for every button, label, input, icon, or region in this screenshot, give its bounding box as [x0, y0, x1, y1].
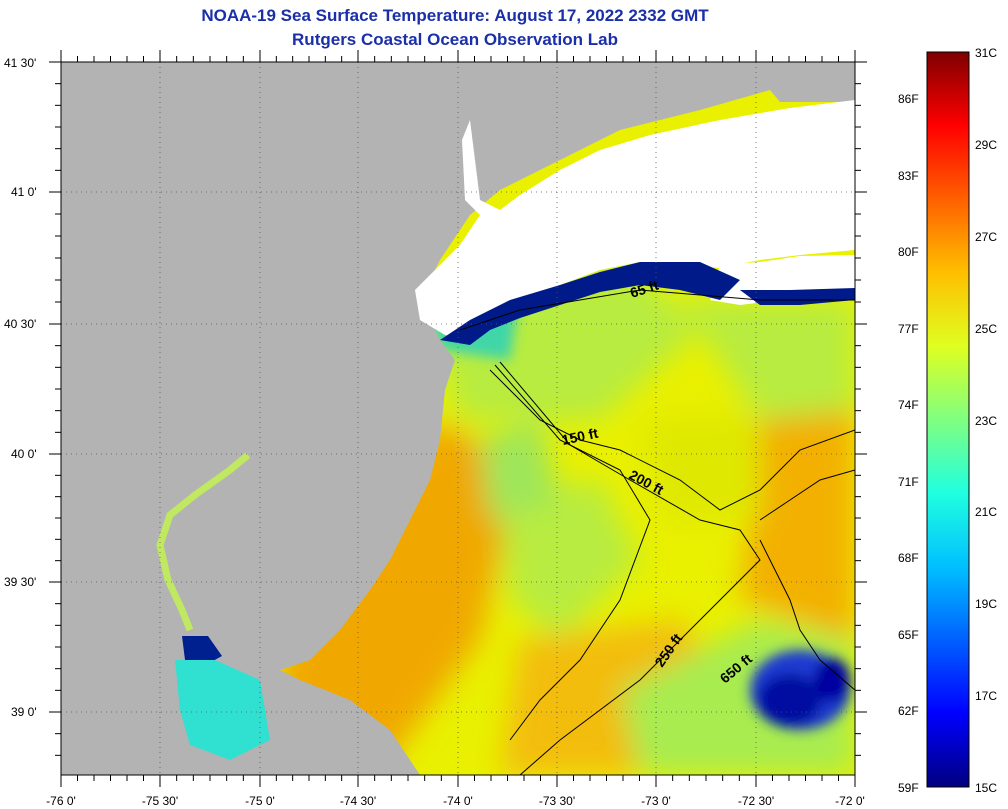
map-subtitle: Rutgers Coastal Ocean Observation Lab	[292, 30, 618, 49]
longitude-labels: -76 0' -75 30' -75 0' -74 30' -74 0' -73…	[46, 794, 865, 808]
cloud-land-ny	[415, 100, 855, 340]
lon-label: -72 30'	[738, 794, 774, 808]
delaware-bay	[175, 660, 270, 760]
nearshore-cold-band	[440, 262, 740, 345]
colorbar-f-label: 80F	[898, 245, 919, 259]
colorbar	[926, 51, 970, 788]
lon-label: -75 0'	[245, 794, 275, 808]
lon-label: -75 30'	[142, 794, 178, 808]
colorbar-c-label: 27C	[975, 230, 997, 244]
colorbar-c-label: 21C	[975, 505, 997, 519]
latitude-labels: 41 30' 41 0' 40 30' 40 0' 39 30' 39 0'	[4, 56, 37, 719]
map-panel: 65 ft 150 ft 200 ft 250 ft 650 ft	[61, 62, 855, 775]
colorbar-f-label: 83F	[898, 169, 919, 183]
map-title: NOAA-19 Sea Surface Temperature: August …	[201, 6, 709, 25]
axis-ticks	[49, 50, 867, 787]
lat-label: 40 0'	[11, 447, 37, 461]
bathymetry-contours	[459, 289, 855, 775]
delaware-river	[156, 452, 251, 632]
nearshore-cold-band-2	[740, 288, 855, 305]
colorbar-f-label: 77F	[898, 322, 919, 336]
colorbar-f-label: 59F	[898, 781, 919, 795]
lat-label: 41 0'	[11, 185, 37, 199]
lat-label: 41 30'	[4, 56, 36, 70]
colorbar-c-label: 19C	[975, 597, 997, 611]
colorbar-f-label: 86F	[898, 92, 919, 106]
colorbar-f-label: 71F	[898, 475, 919, 489]
lat-label: 40 30'	[4, 317, 36, 331]
colorbar-f-label: 62F	[898, 704, 919, 718]
colorbar-c-label: 25C	[975, 322, 997, 336]
colorbar-celsius-labels: 31C 29C 27C 25C 23C 21C 19C 17C 15C	[975, 46, 997, 795]
colorbar-f-label: 65F	[898, 628, 919, 642]
lon-label: -72 0'	[835, 794, 865, 808]
colorbar-f-label: 68F	[898, 551, 919, 565]
colorbar-c-label: 23C	[975, 414, 997, 428]
colorbar-f-label: 74F	[898, 398, 919, 412]
lon-label: -74 30'	[340, 794, 376, 808]
land-mass	[61, 62, 855, 775]
lat-label: 39 0'	[11, 705, 37, 719]
lon-label: -74 0'	[443, 794, 473, 808]
colorbar-c-label: 15C	[975, 781, 997, 795]
colorbar-c-label: 31C	[975, 46, 997, 60]
lon-label: -73 0'	[641, 794, 671, 808]
lat-label: 39 30'	[4, 575, 36, 589]
lon-label: -76 0'	[46, 794, 76, 808]
colorbar-c-label: 17C	[975, 689, 997, 703]
colorbar-c-label: 29C	[975, 138, 997, 152]
contour-label-150: 150 ft	[560, 425, 599, 448]
lon-label: -73 30'	[539, 794, 575, 808]
sst-field	[260, 270, 855, 775]
colorbar-fahrenheit-labels: 86F 83F 80F 77F 74F 71F 68F 65F 62F 59F	[898, 92, 919, 795]
